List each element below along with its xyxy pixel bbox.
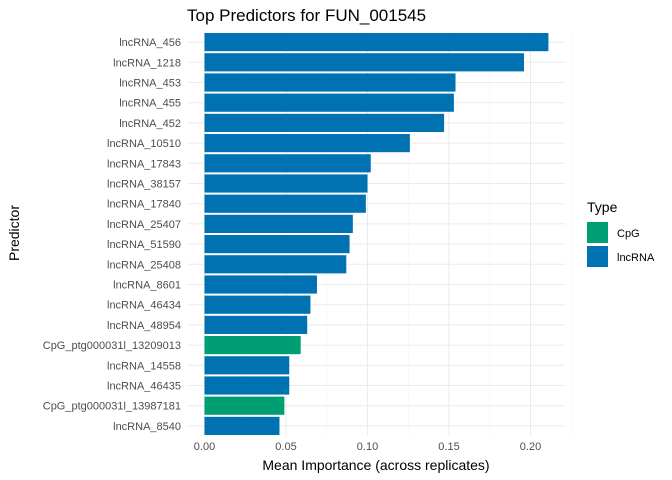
x-axis-title: Mean Importance (across replicates) [262, 457, 489, 473]
bar-lncRNA_17843 [204, 154, 371, 173]
y-tick-label: lncRNA_51590 [107, 239, 181, 251]
y-tick-label: lncRNA_25408 [107, 259, 181, 271]
legend-label: lncRNA [617, 252, 655, 264]
y-tick-label: lncRNA_8601 [113, 280, 181, 292]
bar-lncRNA_453 [204, 73, 456, 92]
bar-lncRNA_17840 [204, 194, 366, 213]
x-tick-label: 0.15 [438, 441, 459, 453]
y-tick-label: lncRNA_17843 [107, 158, 181, 170]
bar-lncRNA_46434 [204, 295, 311, 314]
y-tick-label: lncRNA_38157 [107, 179, 181, 191]
y-tick-label: CpG_ptg000031l_13209013 [43, 340, 181, 352]
y-tick-label: lncRNA_8540 [113, 421, 181, 433]
legend-key-CpG [587, 222, 608, 243]
bar-lncRNA_51590 [204, 235, 350, 254]
bar-lncRNA_38157 [204, 174, 368, 193]
bar-lncRNA_10510 [204, 134, 410, 153]
bar-lncRNA_14558 [204, 356, 290, 375]
y-tick-label: lncRNA_456 [119, 37, 181, 49]
y-tick-labels: lncRNA_456 lncRNA_1218 lncRNA_453 lncRNA_45… [43, 37, 181, 433]
grid [188, 32, 572, 436]
y-tick-label: lncRNA_452 [119, 118, 181, 130]
bar-CpG_ptg000031l_13987181 [204, 396, 285, 415]
legend: Type CpG lncRNA [587, 199, 655, 267]
bar-lncRNA_8601 [204, 275, 317, 294]
x-tick-label: 0.10 [357, 441, 378, 453]
legend-label: CpG [617, 228, 640, 240]
bar-lncRNA_8540 [204, 416, 280, 435]
bar-lncRNA_452 [204, 113, 445, 132]
bar-lncRNA_25408 [204, 255, 347, 274]
x-tick-label: 0.20 [520, 441, 541, 453]
legend-title: Type [587, 199, 618, 215]
bar-lncRNA_46435 [204, 376, 290, 395]
x-tick-label: 0.05 [275, 441, 296, 453]
y-tick-label: lncRNA_1218 [113, 57, 181, 69]
bar-lncRNA_1218 [204, 53, 524, 72]
y-tick-label: lncRNA_48954 [107, 320, 181, 332]
x-tick-labels: 0.00 0.05 0.10 0.15 0.20 [194, 441, 541, 453]
y-tick-label: lncRNA_46435 [107, 381, 181, 393]
bar-lncRNA_455 [204, 93, 454, 112]
bar-lncRNA_456 [204, 33, 549, 52]
y-tick-label: lncRNA_17840 [107, 199, 181, 211]
y-tick-label: lncRNA_14558 [107, 360, 181, 372]
bar-CpG_ptg000031l_13209013 [204, 336, 301, 355]
y-tick-label: CpG_ptg000031l_13987181 [43, 401, 181, 413]
bar-lncRNA_25407 [204, 214, 353, 233]
y-tick-label: lncRNA_453 [119, 78, 181, 90]
y-axis-title: Predictor [6, 205, 22, 261]
legend-key-lncRNA [587, 246, 608, 267]
bar-lncRNA_48954 [204, 315, 308, 334]
y-tick-label: lncRNA_455 [119, 98, 181, 110]
x-tick-label: 0.00 [194, 441, 215, 453]
y-tick-label: lncRNA_46434 [107, 300, 181, 312]
chart-title: Top Predictors for FUN_001545 [187, 6, 426, 25]
y-tick-label: lncRNA_25407 [107, 219, 181, 231]
y-tick-label: lncRNA_10510 [107, 138, 181, 150]
bars [204, 33, 549, 435]
